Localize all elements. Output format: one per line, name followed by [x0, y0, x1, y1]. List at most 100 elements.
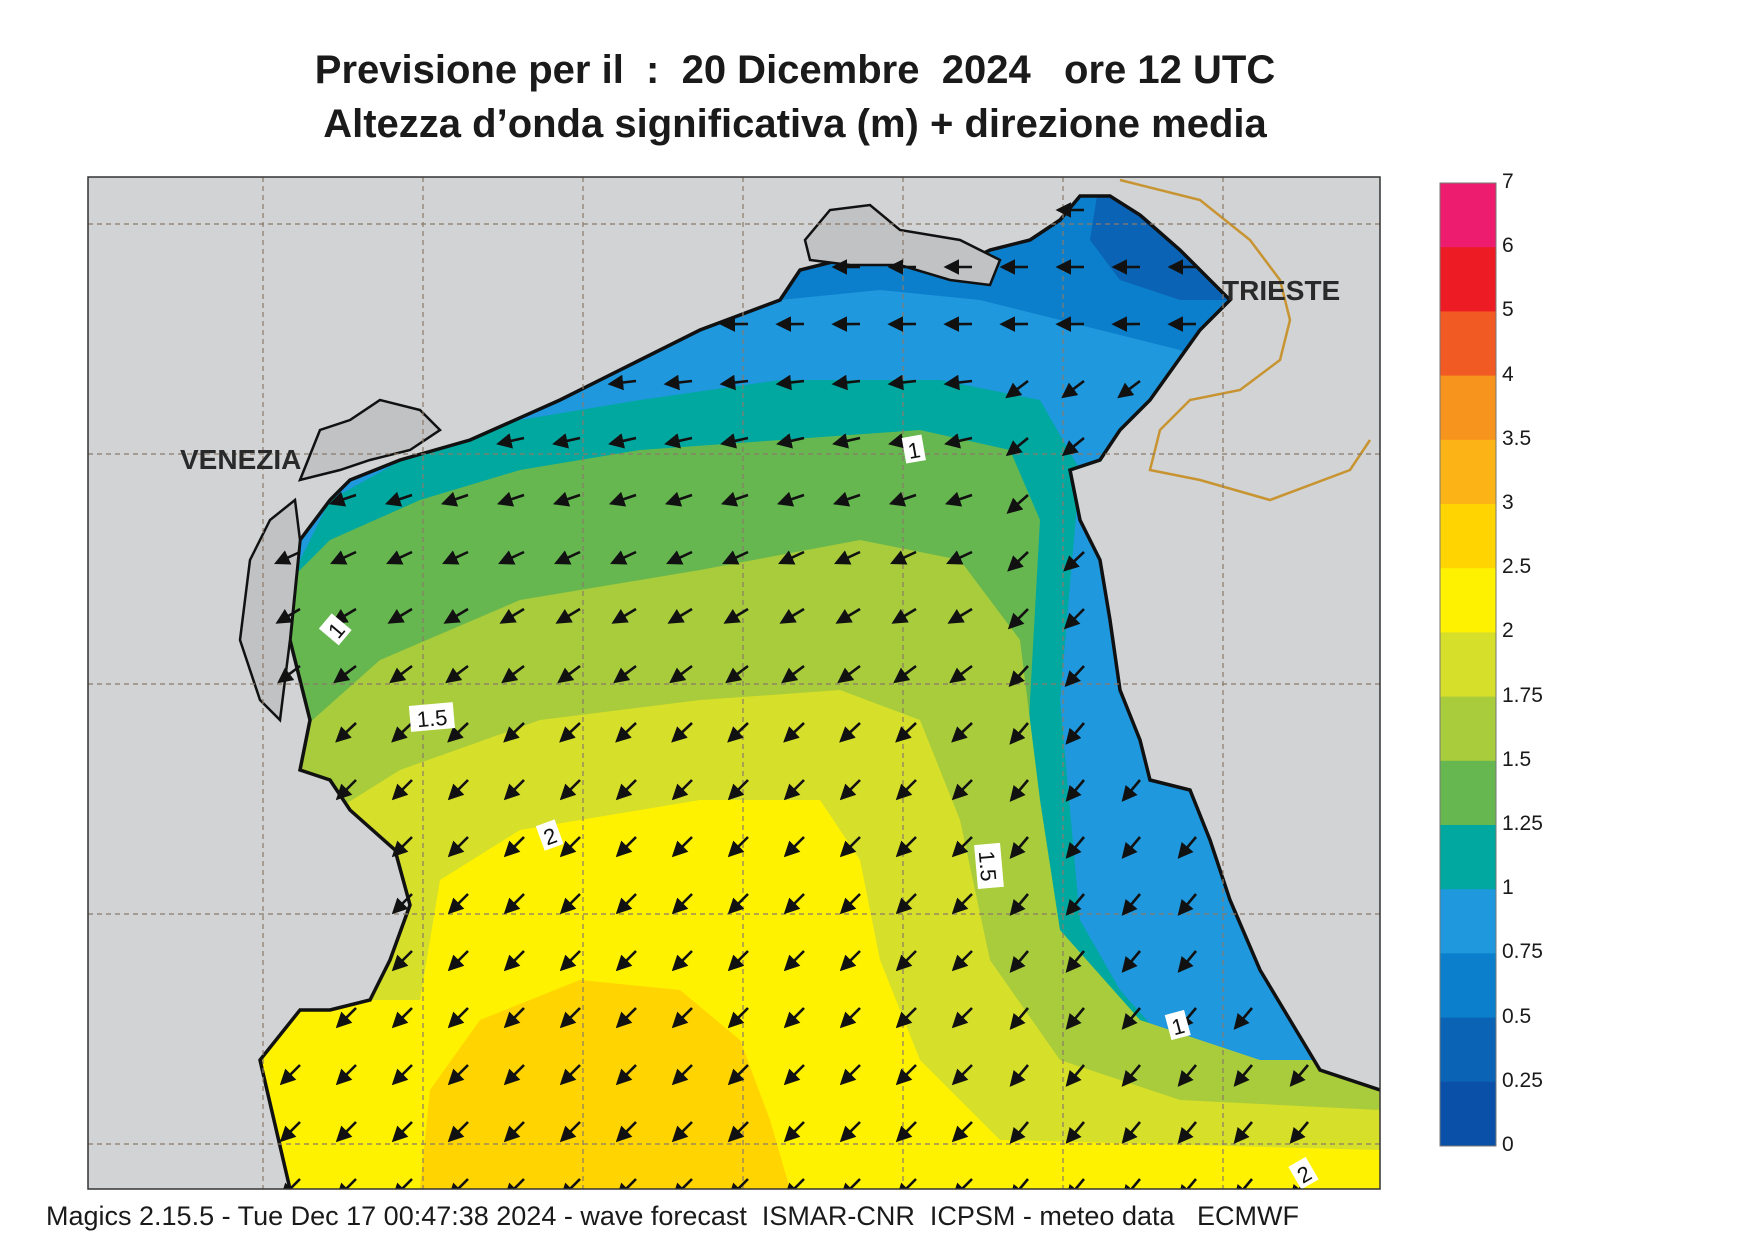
direction-arrow [333, 664, 357, 684]
direction-arrow [559, 1007, 581, 1029]
colorbar-tick-label: 1.25 [1502, 812, 1543, 835]
direction-arrow [1009, 950, 1029, 973]
direction-arrow [1177, 893, 1197, 916]
direction-arrow [335, 1121, 357, 1143]
direction-arrow [555, 607, 581, 624]
direction-arrow [895, 893, 917, 915]
direction-arrow [503, 950, 525, 972]
direction-arrow [1121, 1064, 1141, 1087]
direction-arrow [447, 722, 469, 743]
direction-arrow [498, 550, 525, 565]
direction-arrow [1009, 1121, 1029, 1144]
direction-arrow [671, 722, 693, 743]
direction-arrow [1005, 379, 1029, 399]
direction-arrow [391, 836, 413, 858]
direction-arrow [615, 779, 637, 801]
direction-arrow [503, 893, 525, 915]
direction-arrow [951, 722, 973, 743]
direction-arrow [1007, 551, 1029, 572]
direction-arrow [839, 1064, 861, 1086]
direction-arrow [1064, 665, 1085, 688]
direction-arrow [727, 1007, 749, 1029]
direction-arrow [727, 1064, 749, 1086]
direction-arrow [1121, 1121, 1141, 1144]
direction-arrow [279, 1064, 301, 1086]
direction-arrow [778, 550, 805, 565]
forecast-date-title: Previsione per il : 20 Dicembre 2024 ore… [314, 48, 1276, 92]
direction-arrow [1233, 1121, 1253, 1144]
direction-arrow [447, 950, 469, 972]
direction-arrow [671, 1121, 693, 1143]
direction-arrow [443, 607, 469, 624]
city-label-venezia: VENEZIA [180, 444, 301, 475]
direction-arrow [727, 1121, 749, 1143]
direction-arrow [615, 893, 637, 915]
direction-arrow [719, 374, 749, 391]
colorbar-frame [1439, 182, 1497, 1147]
direction-arrow [1009, 722, 1029, 745]
direction-arrow [720, 491, 749, 507]
direction-arrow [1121, 893, 1141, 916]
direction-arrow [839, 950, 861, 972]
colorbar-swatch [1440, 439, 1496, 505]
direction-arrow [895, 836, 917, 858]
direction-arrow [615, 836, 637, 858]
direction-arrow [1117, 379, 1141, 399]
direction-arrow [776, 491, 805, 507]
direction-arrow [783, 950, 805, 972]
colorbar-swatch [1440, 568, 1496, 633]
colorbar [1440, 183, 1496, 1147]
direction-arrow [839, 836, 861, 858]
colorbar-swatch [1440, 1017, 1496, 1083]
direction-arrow [951, 1064, 973, 1086]
direction-arrow [608, 433, 637, 449]
direction-arrow [1233, 1064, 1253, 1087]
direction-arrow [839, 779, 861, 801]
direction-arrow [447, 1178, 469, 1189]
direction-arrow [552, 491, 581, 507]
direction-arrow [944, 491, 973, 507]
direction-arrow [1009, 836, 1029, 859]
direction-arrow [559, 836, 581, 858]
direction-arrow [335, 1007, 357, 1029]
direction-arrow [503, 1178, 525, 1189]
direction-arrow [951, 1007, 973, 1029]
direction-arrow [671, 950, 693, 972]
direction-arrow [1177, 1121, 1197, 1144]
direction-arrow [671, 779, 693, 801]
direction-arrow [727, 893, 749, 915]
direction-arrow [384, 491, 413, 507]
direction-arrow [839, 1121, 861, 1143]
direction-arrow [387, 607, 413, 624]
colorbar-tick-label: 7 [1502, 170, 1514, 193]
colorbar-swatch [1440, 760, 1496, 826]
direction-arrow [720, 433, 749, 449]
direction-arrow [727, 950, 749, 972]
direction-arrow [1007, 608, 1029, 630]
colorbar-tick-label: 1.5 [1502, 747, 1532, 771]
colorbar-swatch [1440, 504, 1496, 569]
direction-arrow [279, 1178, 301, 1189]
direction-arrow [1289, 1064, 1309, 1087]
direction-arrow [615, 1064, 637, 1086]
direction-arrow [559, 779, 581, 801]
direction-arrow [335, 1064, 357, 1086]
direction-arrow [895, 1007, 917, 1029]
direction-arrow [557, 664, 581, 684]
colorbar-swatch [1440, 825, 1496, 890]
direction-arrow [335, 1178, 357, 1189]
direction-arrow [615, 1121, 637, 1143]
direction-arrow [1065, 1064, 1085, 1087]
direction-arrow [781, 664, 805, 684]
direction-arrow [1121, 950, 1141, 973]
direction-arrow [391, 950, 413, 972]
direction-arrow [664, 491, 693, 507]
direction-arrow [503, 836, 525, 858]
direction-arrow [447, 779, 469, 801]
direction-arrow [1233, 1007, 1253, 1030]
direction-arrow [391, 1064, 413, 1086]
direction-arrow [944, 433, 973, 449]
direction-arrow [887, 374, 917, 391]
contour-label: 1 [906, 437, 922, 464]
direction-arrow [1063, 608, 1085, 630]
